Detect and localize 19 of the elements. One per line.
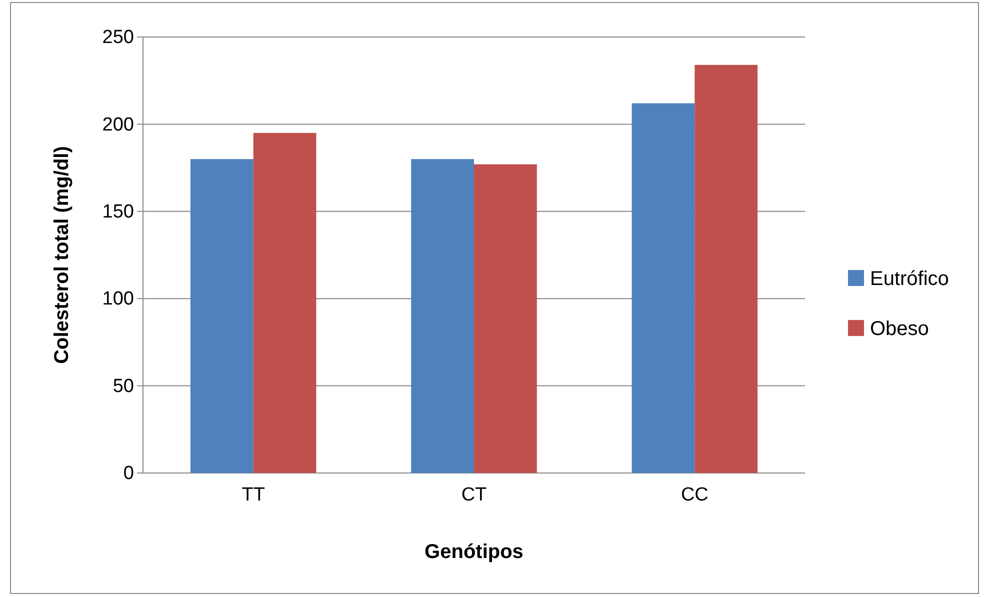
y-tick-label: 100 <box>102 288 134 310</box>
legend-label: Obeso <box>870 318 929 340</box>
bar <box>632 103 695 473</box>
bar <box>694 64 758 473</box>
bar <box>253 132 316 473</box>
x-tick-label: CC <box>680 484 708 506</box>
legend-label: Eutrófico <box>870 268 949 290</box>
bar <box>474 164 537 473</box>
x-axis-title: Genótipos <box>424 541 524 563</box>
bar <box>411 159 474 473</box>
y-tick-label: 200 <box>102 114 134 136</box>
y-axis-title: Colesterol total (mg/dl) <box>51 146 73 364</box>
x-tick-label: CT <box>461 484 488 506</box>
x-tick-label: TT <box>242 484 266 506</box>
y-tick-label: 0 <box>123 463 134 484</box>
bar <box>190 159 254 473</box>
y-tick-label: 50 <box>112 376 134 397</box>
y-tick-label: 150 <box>102 201 134 222</box>
y-tick-label: 250 <box>102 27 134 48</box>
